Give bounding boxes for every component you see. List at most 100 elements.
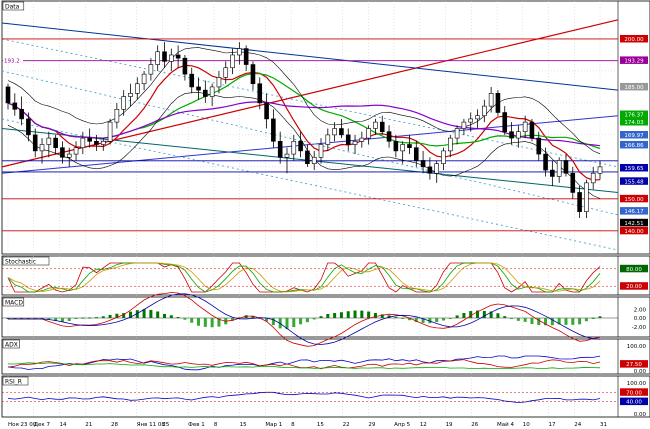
macd-histogram-bar bbox=[312, 318, 316, 320]
ma-slow-line bbox=[7, 101, 601, 147]
candle-body bbox=[5, 86, 11, 104]
macd-histogram-bar bbox=[203, 318, 207, 327]
macd-histogram-bar bbox=[414, 318, 418, 323]
price-axis-label-box bbox=[620, 140, 648, 149]
candle-body bbox=[87, 137, 92, 142]
x-tick-label: Янв 11 08 bbox=[137, 422, 166, 428]
candle-body bbox=[162, 51, 167, 62]
rsi-label-box bbox=[620, 397, 648, 406]
macd-histogram-bar bbox=[537, 318, 541, 326]
candle-body bbox=[182, 57, 188, 75]
macd-histogram-bar bbox=[128, 311, 132, 318]
envelope-upper-line bbox=[7, 47, 601, 155]
macd-histogram-bar bbox=[197, 318, 201, 326]
macd-histogram-bar bbox=[94, 317, 98, 319]
x-tick-label: 26 bbox=[471, 422, 478, 428]
panel-frame-stochastic bbox=[1, 255, 650, 296]
candle-body bbox=[128, 93, 133, 97]
macd-histogram-bar bbox=[550, 318, 554, 326]
price-axis-label-box bbox=[620, 82, 648, 91]
candle-body bbox=[488, 93, 494, 107]
x-tick-label: Мар 1 bbox=[265, 422, 282, 428]
candle-body bbox=[175, 54, 181, 59]
macd-histogram-bar bbox=[578, 318, 582, 325]
macd-line bbox=[8, 292, 601, 347]
candle-body bbox=[447, 137, 453, 152]
stochastic-axis-label: 20.00 bbox=[626, 284, 642, 290]
x-tick-label: Май 4 bbox=[497, 421, 514, 428]
x-tick-label: Ноя 23 00 bbox=[8, 422, 37, 428]
candle-body bbox=[543, 153, 548, 171]
candle-body bbox=[257, 83, 263, 104]
candle-body bbox=[284, 153, 290, 158]
macd-histogram-bar bbox=[244, 315, 248, 318]
macd-histogram-bar bbox=[156, 311, 160, 318]
price-axis-label-box bbox=[620, 163, 648, 172]
x-tick-label: 8 bbox=[214, 422, 218, 428]
candle-body bbox=[522, 121, 528, 132]
macd-histogram-bar bbox=[258, 318, 262, 319]
macd-histogram-bar bbox=[346, 311, 350, 318]
macd-histogram-bar bbox=[564, 318, 568, 325]
macd-histogram-bar bbox=[591, 317, 595, 319]
price-axis-label-box bbox=[620, 56, 648, 64]
macd-histogram-bar bbox=[598, 316, 602, 318]
macd-histogram-bar bbox=[516, 318, 520, 321]
candle-body bbox=[32, 134, 38, 152]
x-tick-label: 19 bbox=[446, 422, 453, 428]
adx-axis-label: 100.00 bbox=[627, 344, 647, 350]
x-tick-label: Апр 5 bbox=[394, 422, 411, 428]
macd-histogram-bar bbox=[469, 311, 473, 318]
stochastic-slow-line bbox=[7, 262, 601, 293]
panel-frame-adx bbox=[1, 338, 650, 375]
adx-plus-di-line bbox=[7, 355, 601, 371]
adx-axis-label: 27.50 bbox=[626, 362, 642, 368]
candle-body bbox=[80, 137, 86, 148]
x-tick-label: 31 bbox=[600, 422, 607, 428]
candle-body bbox=[386, 131, 392, 142]
panel-title-box-stochastic bbox=[2, 256, 50, 266]
adx-axis-label: 0.00 bbox=[634, 369, 647, 375]
candle-body bbox=[203, 89, 208, 97]
macd-histogram-bar bbox=[441, 318, 445, 321]
macd-histogram-bar bbox=[271, 318, 275, 326]
candle-body bbox=[509, 131, 514, 139]
x-tick-label: 24 bbox=[574, 422, 581, 428]
price-axis-label: 155.48 bbox=[624, 179, 644, 185]
candle-body bbox=[291, 140, 297, 155]
macd-histogram-bar bbox=[299, 318, 303, 325]
candle-body bbox=[53, 137, 58, 148]
x-tick-label: 22 bbox=[343, 422, 350, 428]
macd-histogram-bar bbox=[265, 318, 269, 322]
price-axis-label-box bbox=[620, 110, 648, 119]
panel-title-adx: ADX bbox=[5, 342, 18, 349]
macd-histogram-bar bbox=[305, 318, 309, 323]
macd-histogram-bar bbox=[142, 309, 146, 318]
rsi-line bbox=[7, 391, 601, 404]
macd-histogram-bar bbox=[231, 318, 235, 321]
x-tick-label: 15 bbox=[317, 422, 324, 428]
price-axis-label: 159.65 bbox=[624, 166, 644, 172]
price-axis-label: 142.51 bbox=[624, 221, 643, 227]
macd-histogram-bar bbox=[81, 317, 85, 319]
stochastic-k-line bbox=[7, 262, 601, 293]
candle-body bbox=[339, 128, 344, 136]
macd-histogram-bar bbox=[101, 316, 105, 318]
candle-body bbox=[584, 182, 589, 212]
macd-histogram-bar bbox=[339, 312, 343, 318]
macd-histogram-bar bbox=[544, 318, 548, 326]
candle-body bbox=[427, 166, 433, 174]
stochastic-axis-label: 80.00 bbox=[626, 267, 642, 273]
candle-body bbox=[366, 128, 371, 139]
macd-histogram-bar bbox=[54, 318, 58, 322]
macd-histogram-bar bbox=[20, 318, 24, 319]
x-tick-label: 15 bbox=[240, 422, 247, 428]
candle-body bbox=[73, 147, 79, 155]
candle-body bbox=[468, 118, 474, 123]
candle-body bbox=[169, 54, 174, 62]
x-tick-label: Дек 7 bbox=[34, 422, 51, 428]
ma-fast-line bbox=[7, 64, 601, 181]
candle-body bbox=[352, 140, 358, 145]
panel-title-box-adx bbox=[2, 339, 20, 349]
x-tick-label: Фев 1 bbox=[188, 422, 205, 428]
